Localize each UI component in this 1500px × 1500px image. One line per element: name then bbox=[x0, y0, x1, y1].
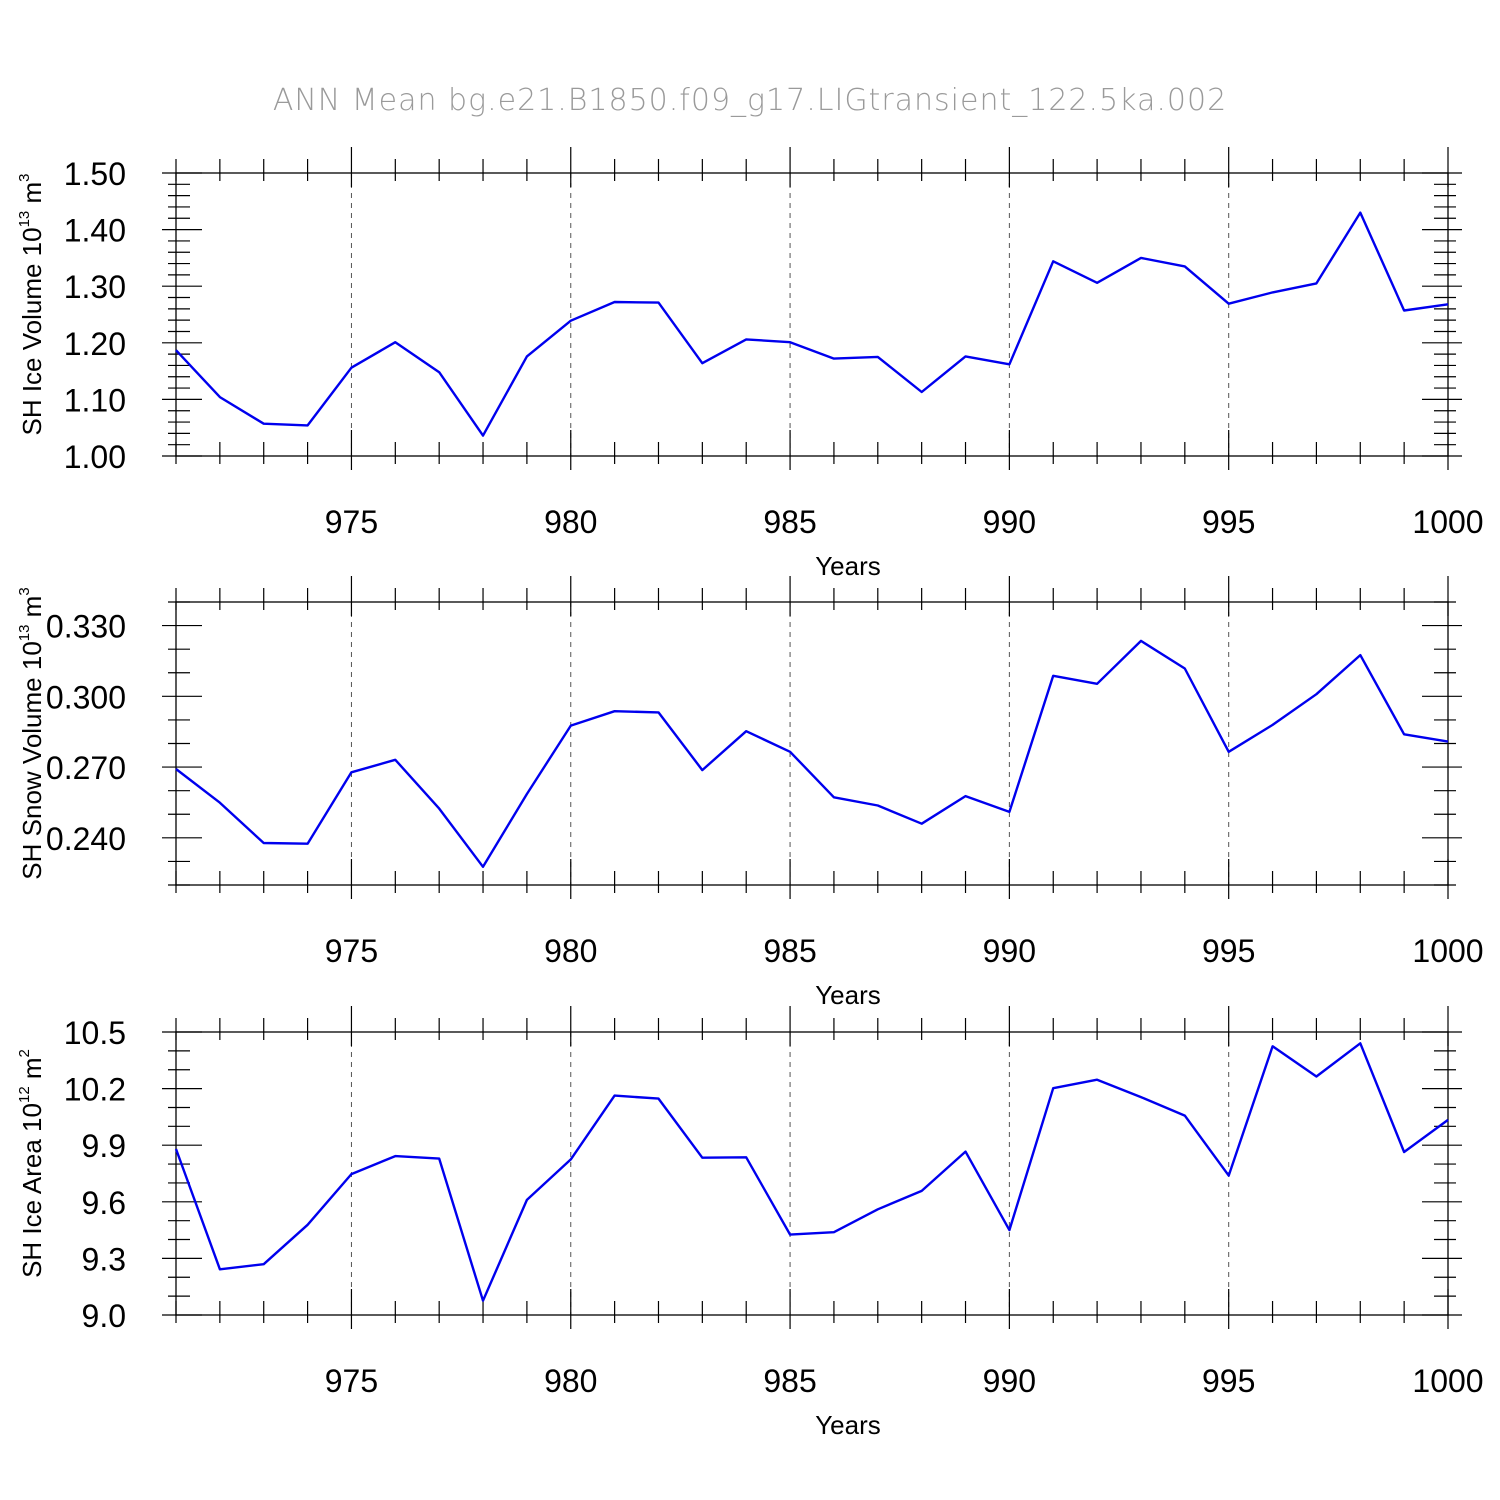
y-tick-label: 10.2 bbox=[64, 1072, 126, 1108]
series-line bbox=[175, 211, 1449, 437]
x-tick-label: 990 bbox=[983, 1363, 1036, 1399]
x-tick-label: 975 bbox=[325, 933, 378, 969]
x-axis-label: Years bbox=[815, 980, 881, 1010]
chart-title: ANN Mean bg.e21.B1850.f09_g17.LIGtransie… bbox=[273, 83, 1227, 118]
y-tick-label: 0.270 bbox=[46, 750, 126, 786]
x-axis-label: Years bbox=[815, 1410, 881, 1440]
x-tick-label: 1000 bbox=[1412, 504, 1483, 540]
panel-1: 975 980 985 990 995 1000 Years 1.00 1.10 1.20 1.30… bbox=[16, 147, 1484, 581]
x-tick-label: 980 bbox=[544, 933, 597, 969]
x-tick-label: 980 bbox=[544, 504, 597, 540]
x-tick-label: 985 bbox=[763, 1363, 816, 1399]
y-tick-label: 9.9 bbox=[82, 1128, 126, 1164]
y-axis-label: SH Ice Area 1012 m2 bbox=[16, 1049, 47, 1278]
x-tick-label: 995 bbox=[1202, 933, 1255, 969]
plot-frame bbox=[175, 1031, 1449, 1316]
panels: 975 980 985 990 995 1000 Years 1.00 1.10 1.20 1.30… bbox=[16, 147, 1484, 1440]
x-tick-label: 975 bbox=[325, 1363, 378, 1399]
y-axis-label: SH Ice Volume 1013 m3 bbox=[16, 173, 47, 435]
x-tick-label: 995 bbox=[1202, 504, 1255, 540]
plot-frame bbox=[175, 172, 1449, 457]
x-axis-label: Years bbox=[815, 551, 881, 581]
x-tick-label: 1000 bbox=[1412, 933, 1483, 969]
y-tick-label: 9.0 bbox=[82, 1298, 126, 1334]
y-tick-label: 9.3 bbox=[82, 1241, 126, 1277]
x-tick-label: 985 bbox=[763, 504, 816, 540]
y-tick-label: 1.20 bbox=[64, 326, 126, 362]
panel-3: 975 980 985 990 995 1000 Years 9.0 9.3 9.6 9.9 10.2… bbox=[16, 1006, 1484, 1440]
x-tick-label: 985 bbox=[763, 933, 816, 969]
y-tick-label: 9.6 bbox=[82, 1185, 126, 1221]
x-tick-label: 995 bbox=[1202, 1363, 1255, 1399]
y-tick-label: 1.00 bbox=[64, 439, 126, 475]
plot-frame bbox=[175, 601, 1449, 886]
x-tick-label: 975 bbox=[325, 504, 378, 540]
panel-2: 975 980 985 990 995 1000 Years 0.240 0.270 0.300 0… bbox=[16, 576, 1484, 1010]
x-tick-label: 990 bbox=[983, 504, 1036, 540]
series-line bbox=[175, 639, 1449, 868]
series-line bbox=[174, 1042, 1449, 1302]
y-tick-label: 0.330 bbox=[46, 609, 126, 645]
y-tick-label: 1.10 bbox=[64, 382, 126, 418]
y-tick-label: 0.240 bbox=[46, 821, 126, 857]
y-tick-label: 1.30 bbox=[64, 269, 126, 305]
y-axis-label: SH Snow Volume 1013 m3 bbox=[16, 587, 47, 879]
x-tick-label: 1000 bbox=[1412, 1363, 1483, 1399]
y-tick-label: 1.40 bbox=[64, 213, 126, 249]
y-tick-label: 0.300 bbox=[46, 679, 126, 715]
x-tick-label: 990 bbox=[983, 933, 1036, 969]
y-tick-label: 1.50 bbox=[64, 156, 126, 192]
y-tick-label: 10.5 bbox=[64, 1015, 126, 1051]
x-tick-label: 980 bbox=[544, 1363, 597, 1399]
